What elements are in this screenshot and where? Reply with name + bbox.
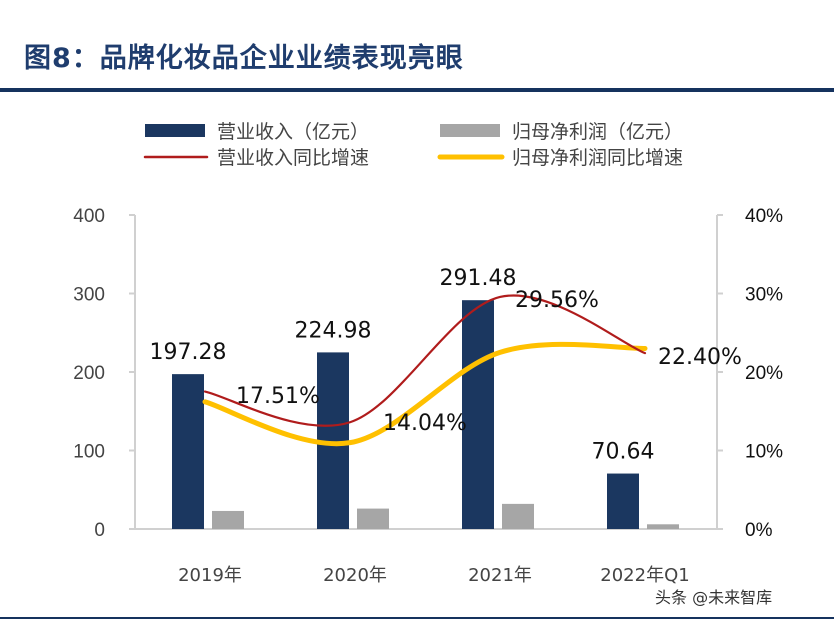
left-tick-label: 0 [94, 520, 105, 541]
x-tick-label: 2022年Q1 [600, 565, 689, 586]
right-tick-label: 30% [745, 285, 783, 306]
net-profit-bar [502, 503, 534, 529]
line-value-label: 22.40% [658, 345, 742, 370]
net-profit-bar [357, 508, 389, 529]
revenue-growth-line [203, 294, 647, 427]
revenue-bar [607, 473, 639, 529]
watermark: 头条 @未来智库 [655, 588, 773, 607]
left-tick-label: 300 [73, 285, 105, 306]
x-tick-label: 2019年 [178, 565, 242, 586]
line-value-label: 14.04% [383, 411, 467, 436]
title-divider [0, 88, 834, 92]
revenue-bar [172, 374, 204, 529]
right-tick-label: 20% [745, 363, 783, 384]
bar-value-label: 224.98 [295, 318, 372, 343]
legend-swatch [145, 124, 205, 137]
line-value-label: 17.51% [236, 384, 320, 409]
bottom-divider [0, 617, 834, 619]
bar-value-label: 197.28 [150, 340, 227, 365]
legend-label: 归母净利润（亿元） [512, 121, 683, 143]
bar-value-label: 70.64 [592, 440, 655, 465]
left-tick-label: 400 [73, 206, 105, 227]
x-tick-label: 2020年 [323, 565, 387, 586]
right-tick-label: 40% [745, 206, 783, 227]
line-value-label: 29.56% [515, 288, 599, 313]
bar-value-label: 291.48 [440, 266, 517, 291]
legend-label: 归母净利润同比增速 [512, 147, 683, 169]
right-tick-label: 10% [745, 442, 783, 463]
net-profit-growth-line [202, 341, 648, 447]
left-tick-label: 100 [73, 442, 105, 463]
legend-swatch [440, 124, 500, 137]
legend-label: 营业收入（亿元） [217, 121, 369, 143]
net-profit-bar [212, 510, 244, 529]
revenue-bar [462, 300, 494, 529]
net-profit-bar [647, 524, 679, 529]
right-tick-label: 0% [745, 520, 773, 541]
legend-label: 营业收入同比增速 [217, 147, 369, 169]
x-tick-label: 2021年 [468, 565, 532, 586]
left-tick-label: 200 [73, 363, 105, 384]
page-title: 图8：品牌化妆品企业业绩表现亮眼 [24, 43, 464, 74]
